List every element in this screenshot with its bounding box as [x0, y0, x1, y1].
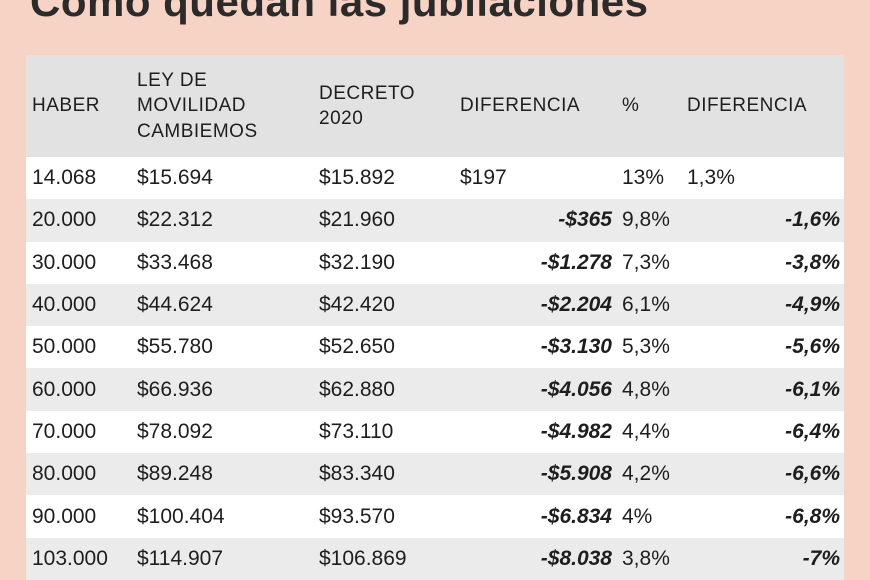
cell-diferencia: -$2.204	[540, 293, 612, 317]
table-body: 14.068 $15.694 $15.892 $197 13% 1,3% 20.…	[26, 157, 844, 580]
cell-decreto: $83.340	[319, 462, 395, 486]
table-header-row: HABER LEY DE MOVILIDAD CAMBIEMOS DECRETO…	[26, 55, 844, 157]
cell-diferencia: $197	[460, 166, 507, 190]
cell-porcentaje: 13%	[622, 166, 665, 190]
cell-diferencia-porcentual: -6,6%	[785, 462, 840, 486]
cell-porcentaje: 4,8%	[622, 377, 670, 401]
cell-porcentaje: 4,4%	[622, 419, 670, 443]
pension-table-container: HABER LEY DE MOVILIDAD CAMBIEMOS DECRETO…	[26, 55, 844, 580]
cell-porcentaje: 6,1%	[622, 293, 670, 317]
cell-decreto: $73.110	[319, 419, 394, 443]
cell-diferencia: -$6.834	[540, 504, 612, 528]
cell-decreto: $62.880	[319, 377, 395, 401]
header-haber: HABER	[32, 95, 100, 117]
cell-porcentaje: 9,8%	[622, 208, 670, 232]
table-row: 30.000 $33.468 $32.190 -$1.278 7,3% -3,8…	[26, 241, 844, 284]
cell-ley: $15.694	[137, 166, 213, 190]
cell-diferencia-porcentual: -3,8%	[785, 250, 840, 274]
cell-ley: $89.248	[137, 462, 213, 486]
table-row: 70.000 $78.092 $73.110 -$4.982 4,4% -6,4…	[26, 410, 844, 454]
cell-porcentaje: 4%	[622, 504, 653, 528]
cell-decreto: $15.892	[319, 166, 395, 190]
cell-diferencia: -$4.982	[540, 419, 612, 443]
cell-ley: $22.312	[137, 208, 213, 232]
cell-haber: 20.000	[32, 208, 97, 232]
cell-ley: $33.468	[137, 250, 213, 274]
cell-diferencia-porcentual: -4,9%	[785, 293, 840, 317]
page-title: Cómo quedan las jubilaciones	[30, 0, 649, 25]
table-row: 50.000 $55.780 $52.650 -$3.130 5,3% -5,6…	[26, 326, 844, 369]
cell-ley: $100.404	[137, 504, 225, 528]
cell-diferencia: -$365	[558, 208, 612, 232]
cell-diferencia-porcentual: 1,3%	[687, 166, 735, 190]
cell-haber: 30.000	[32, 250, 97, 274]
cell-porcentaje: 5,3%	[622, 335, 670, 359]
cell-porcentaje: 4,2%	[622, 462, 670, 486]
cell-ley: $55.780	[137, 335, 213, 359]
header-diferencia-porcentual: DIFERENCIA	[687, 95, 808, 117]
table-row: 103.000 $114.907 $106.869 -$8.038 3,8% -…	[26, 537, 844, 580]
cell-diferencia: -$3.130	[540, 335, 612, 359]
cell-haber: 90.000	[32, 504, 97, 528]
cell-decreto: $21.960	[319, 208, 395, 232]
table-row: 20.000 $22.312 $21.960 -$365 9,8% -1,6%	[26, 199, 844, 242]
cell-haber: 50.000	[32, 335, 97, 359]
pension-table: HABER LEY DE MOVILIDAD CAMBIEMOS DECRETO…	[26, 55, 844, 580]
cell-diferencia-porcentual: -7%	[802, 546, 840, 570]
cell-diferencia-porcentual: -5,6%	[785, 335, 840, 359]
cell-diferencia-porcentual: -6,4%	[785, 419, 840, 443]
cell-haber: 14.068	[32, 166, 97, 190]
cell-haber: 70.000	[32, 419, 97, 443]
cell-decreto: $32.190	[319, 250, 395, 274]
cell-diferencia-porcentual: -1,6%	[785, 208, 840, 232]
cell-haber: 40.000	[32, 293, 97, 317]
cell-decreto: $52.650	[319, 335, 395, 359]
header-ley-movilidad: LEY DE MOVILIDAD CAMBIEMOS	[137, 69, 258, 142]
header-porcentaje: %	[622, 95, 640, 117]
cell-decreto: $106.869	[319, 546, 407, 570]
cell-haber: 60.000	[32, 377, 97, 401]
cell-porcentaje: 7,3%	[622, 250, 670, 274]
cell-diferencia: -$8.038	[540, 546, 612, 570]
header-diferencia: DIFERENCIA	[460, 95, 581, 117]
cell-ley: $44.624	[137, 293, 213, 317]
cell-decreto: $93.570	[319, 504, 395, 528]
cell-decreto: $42.420	[319, 293, 395, 317]
cell-haber: 80.000	[32, 462, 97, 486]
cell-diferencia: -$4.056	[540, 377, 612, 401]
table-row: 80.000 $89.248 $83.340 -$5.908 4,2% -6,6…	[26, 453, 844, 496]
cell-diferencia: -$1.278	[540, 250, 612, 274]
table-row: 14.068 $15.694 $15.892 $197 13% 1,3%	[26, 157, 844, 200]
table-row: 40.000 $44.624 $42.420 -$2.204 6,1% -4,9…	[26, 283, 844, 327]
cell-ley: $66.936	[137, 377, 213, 401]
header-decreto: DECRETO 2020	[319, 82, 416, 129]
cell-diferencia-porcentual: -6,1%	[785, 377, 840, 401]
cell-diferencia: -$5.908	[540, 462, 612, 486]
table-row: 60.000 $66.936 $62.880 -$4.056 4,8% -6,1…	[26, 368, 844, 411]
cell-porcentaje: 3,8%	[622, 546, 670, 570]
cell-ley: $78.092	[137, 419, 213, 443]
table-row: 90.000 $100.404 $93.570 -$6.834 4% -6,8%	[26, 495, 844, 538]
cell-diferencia-porcentual: -6,8%	[785, 504, 840, 528]
cell-ley: $114.907	[137, 546, 224, 570]
cell-haber: 103.000	[32, 546, 108, 570]
